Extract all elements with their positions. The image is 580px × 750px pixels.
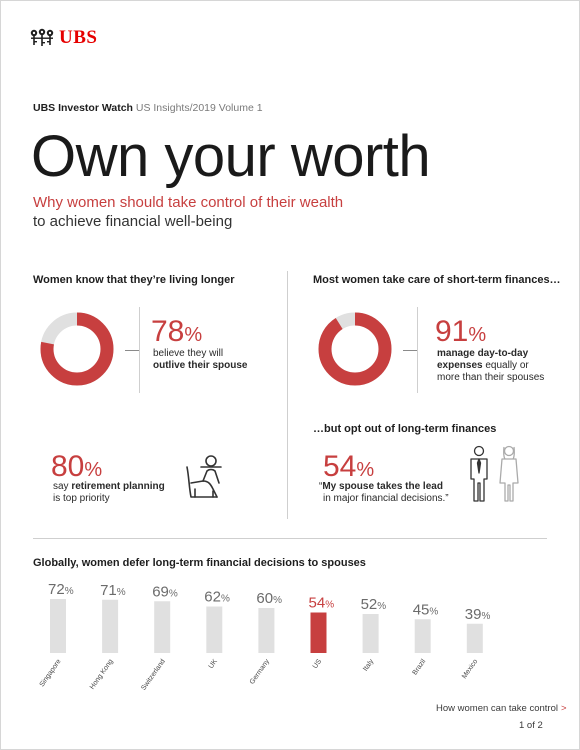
chart-title: Globally, women defer long-term financia… [33, 557, 366, 569]
category-label-italy: Italy [362, 658, 375, 673]
stat-outlive-caption: believe they will outlive their spouse [153, 348, 247, 372]
bar-value-label-mexico: 39% [465, 606, 491, 623]
section-divider [33, 538, 547, 539]
stat-outlive-pct: % [184, 324, 203, 346]
crossed-keys-icon [30, 28, 54, 46]
page-title: Own your worth [31, 124, 431, 189]
ubs-logo: UBS [29, 27, 97, 49]
stat-day-to-day-pct: % [468, 324, 487, 346]
category-label-us: US [312, 658, 324, 670]
stat-spouse-lead-pct: % [356, 459, 375, 481]
bar-singapore [50, 599, 66, 653]
donut-chart-outlive [40, 312, 114, 386]
stat-outlive-value: 78 [151, 315, 185, 348]
bar-value-label-singapore: 72% [48, 581, 74, 598]
section-title-longevity: Women know that they’re living longer [33, 274, 235, 286]
bar-value-label-hong-kong: 71% [100, 582, 126, 599]
bar-value-label-brazil: 45% [413, 601, 439, 618]
chevron-right-icon[interactable]: > [560, 703, 567, 714]
subtitle-red: Why women should take control of their w… [33, 194, 344, 211]
category-label-uk: UK [208, 658, 220, 670]
couple-icon [470, 445, 519, 502]
stat-divider [417, 307, 418, 393]
bar-italy [362, 614, 379, 653]
subtitle-black: to achieve financial well-being [33, 213, 233, 230]
bar-uk [206, 606, 223, 653]
stat-divider [139, 307, 140, 393]
caption-spouse-lead: My spouse takes the lead [322, 481, 443, 492]
category-label-mexico: Mexico [461, 658, 480, 680]
donut-value-arc [318, 312, 392, 386]
next-page-link[interactable]: How women can take control > [436, 703, 567, 714]
section-title-short-term: Most women take care of short-term finan… [313, 274, 561, 286]
caption-equally: equally or [482, 360, 529, 371]
stat-spouse-lead: 54% [323, 451, 374, 486]
bar-brazil [414, 619, 431, 653]
bar-mexico [466, 623, 483, 653]
bar-value-label-italy: 52% [361, 596, 387, 613]
bar-hong-kong [102, 599, 119, 653]
category-label-hong-kong: Hong Kong [89, 658, 115, 691]
caption-major-decisions: in major financial decisions. [323, 493, 446, 504]
section-title-long-term: …but opt out of long-term finances [313, 423, 497, 435]
logo-wordmark: UBS [59, 27, 98, 48]
stat-outlive: 78% [151, 316, 202, 351]
bar-switzerland [154, 601, 171, 653]
quote-open: “ [319, 481, 323, 492]
stat-day-to-day-value: 91 [435, 315, 469, 348]
donut-chart-day-to-day [318, 312, 392, 386]
caption-expenses: expenses [437, 360, 483, 371]
caption-top-priority: is top priority [53, 493, 110, 504]
bar-us [310, 612, 327, 653]
stat-connector-line [403, 350, 417, 351]
stat-connector-line [125, 350, 139, 351]
stat-retirement: 80% [51, 451, 102, 486]
category-label-brazil: Brazil [412, 658, 428, 677]
quote-close: ” [445, 493, 449, 504]
next-page-link-text[interactable]: How women can take control [436, 703, 558, 714]
page-number: 1 of 2 [519, 720, 543, 731]
category-label-switzerland: Switzerland [140, 658, 167, 692]
bar-value-label-switzerland: 69% [152, 583, 178, 600]
series-label: UBS Investor Watch US Insights/2019 Volu… [33, 102, 263, 114]
center-divider [287, 271, 288, 519]
bar-value-label-uk: 62% [204, 589, 230, 606]
category-label-germany: Germany [249, 658, 272, 686]
category-label-singapore: Singapore [39, 658, 63, 688]
stat-retirement-pct: % [84, 459, 103, 481]
donut-value-arc [40, 312, 114, 386]
series-rest: /2019 Volume 1 [189, 102, 263, 114]
caption-manage: manage day-to-day [437, 348, 529, 359]
retirement-chair-icon [186, 455, 222, 498]
series-bold: UBS Investor Watch [33, 102, 133, 114]
caption-say: say [53, 481, 72, 492]
stat-spouse-lead-value: 54 [323, 450, 357, 483]
stat-day-to-day-caption: manage day-to-day expenses equally or mo… [437, 348, 544, 384]
stat-retirement-value: 80 [51, 450, 85, 483]
caption-line2: outlive their spouse [153, 360, 248, 371]
stat-day-to-day: 91% [435, 316, 486, 351]
bar-germany [258, 608, 275, 653]
caption-line1: believe they will [153, 348, 224, 359]
bar-value-label-us: 54% [309, 595, 335, 612]
caption-more-than: more than their spouses [437, 372, 545, 383]
stat-retirement-caption: say retirement planning is top priority [53, 481, 165, 505]
caption-retirement-planning: retirement planning [71, 481, 165, 492]
bar-value-label-germany: 60% [256, 590, 282, 607]
series-sub: US Insights [132, 102, 190, 114]
stat-spouse-lead-caption: “My spouse takes the lead in major finan… [319, 481, 449, 505]
